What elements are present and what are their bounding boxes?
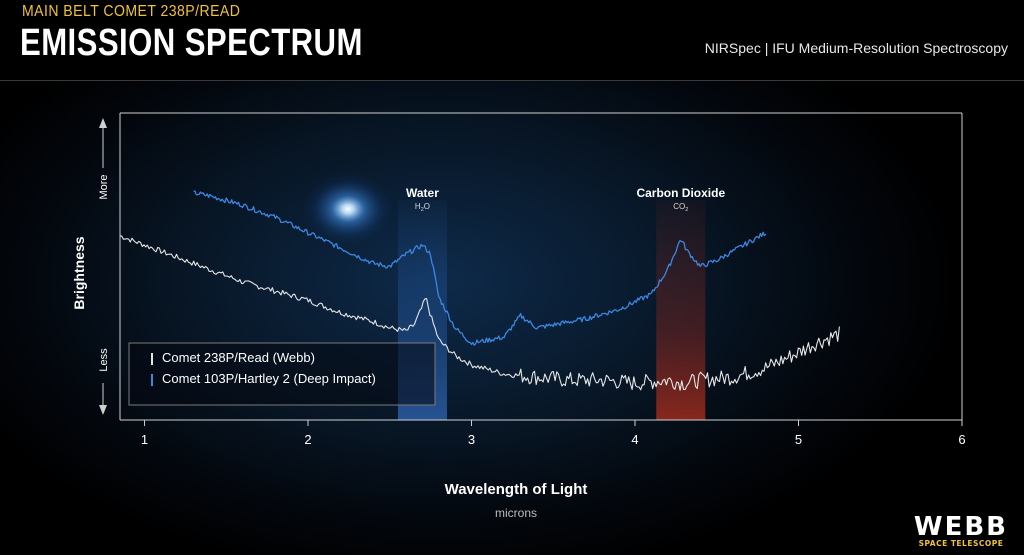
logo-main-text: WEBB	[913, 512, 1008, 542]
series-line-hartley	[193, 190, 767, 346]
x-tick-label: 4	[631, 432, 638, 447]
header: MAIN BELT COMET 238P/READ EMISSION SPECT…	[0, 0, 1024, 81]
logo-sub-text: SPACE TELESCOPE	[918, 539, 1004, 548]
instrument-label: NIRSpec | IFU Medium-Resolution Spectros…	[704, 40, 1008, 56]
y-axis-title: Brightness	[71, 236, 87, 309]
y-arrow-up-head	[99, 118, 107, 128]
legend-entry: Comet 238P/Read (Webb)	[162, 350, 315, 365]
x-tick-label: 6	[958, 432, 965, 447]
x-tick-label: 5	[795, 432, 802, 447]
x-axis-unit: microns	[495, 506, 537, 520]
band-label: Water	[406, 186, 439, 200]
chart-title: EMISSION SPECTRUM	[20, 22, 363, 64]
band-formula: CO2	[673, 202, 688, 213]
band-label: Carbon Dioxide	[636, 186, 725, 200]
webb-logo: WEBB SPACE TELESCOPE	[913, 512, 1008, 548]
legend-box	[128, 342, 436, 406]
comet-image-glow	[300, 171, 396, 247]
y-arrow-down-head	[99, 405, 107, 415]
y-more-label: More	[98, 174, 110, 199]
y-less-label: Less	[98, 348, 110, 372]
x-tick-label: 3	[468, 432, 475, 447]
chart-kicker: MAIN BELT COMET 238P/READ	[22, 3, 241, 20]
series-layer	[119, 190, 840, 391]
x-axis-title: Wavelength of Light	[445, 481, 588, 498]
x-tick-label: 2	[304, 432, 311, 447]
legend: Comet 238P/Read (Webb) Comet 103P/Hartley…	[128, 342, 436, 406]
series-line-webb	[119, 235, 840, 391]
legend-entry: Comet 103P/Hartley 2 (Deep Impact)	[162, 371, 376, 386]
band-formula: H2O	[415, 202, 430, 213]
axes-layer: 1 2 3 4 5 6 Wavelength of Light microns More Less…	[71, 112, 966, 520]
x-tick-label: 1	[141, 432, 148, 447]
chart-panel	[0, 81, 1024, 555]
